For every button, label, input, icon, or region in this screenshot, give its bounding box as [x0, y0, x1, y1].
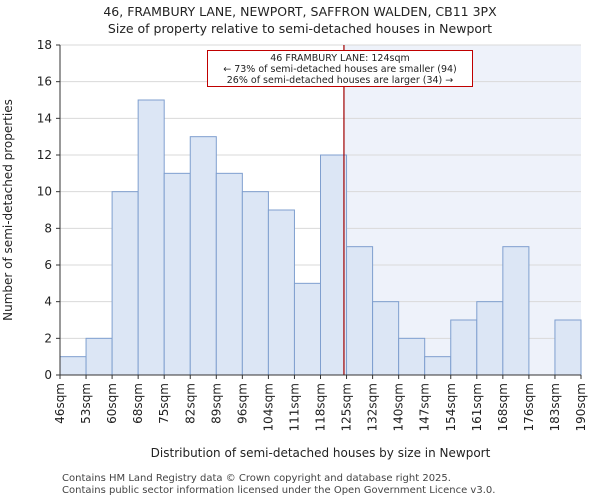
annotation-line-1: 46 FRAMBURY LANE: 124sqm [270, 53, 410, 64]
annotation-line-2: ← 73% of semi-detached houses are smalle… [223, 64, 457, 75]
y-tick-label: 6 [44, 258, 52, 272]
bar-60sqm [111, 191, 139, 376]
x-tick-label: 68sqm [131, 383, 145, 424]
bar-96sqm [241, 191, 269, 376]
y-tick-label: 0 [44, 368, 52, 382]
x-tick-label: 104sqm [261, 383, 275, 431]
bar-154sqm [450, 319, 478, 376]
x-tick-label: 89sqm [209, 383, 223, 424]
y-tick-label: 4 [44, 295, 52, 309]
bar-111sqm [293, 282, 322, 376]
footer-copyright: Contains HM Land Registry data © Crown c… [62, 473, 451, 484]
bar-147sqm [424, 356, 452, 376]
chart-subtitle: Size of property relative to semi-detach… [107, 21, 493, 36]
x-tick-label: 176sqm [522, 383, 536, 431]
x-tick-label: 125sqm [340, 383, 354, 431]
y-tick-label: 16 [37, 75, 52, 89]
y-axis-title: Number of semi-detached properties [1, 99, 15, 321]
y-tick-label: 2 [44, 331, 52, 345]
x-tick-label: 183sqm [548, 383, 562, 431]
y-tick-label: 12 [37, 148, 52, 162]
bar-161sqm [476, 301, 504, 376]
x-tick-label: 140sqm [392, 383, 406, 431]
x-tick-label: 154sqm [444, 383, 458, 431]
bar-168sqm [502, 246, 530, 376]
footer-licence: Contains public sector information licen… [62, 485, 496, 496]
x-tick-label: 161sqm [470, 383, 484, 431]
x-tick-label: 147sqm [418, 383, 432, 431]
property-annotation: 46 FRAMBURY LANE: 124sqm ← 73% of semi-d… [207, 50, 473, 87]
y-tick-label: 14 [37, 111, 52, 125]
y-tick-label: 10 [37, 185, 52, 199]
x-tick-label: 118sqm [314, 383, 328, 431]
bar-53sqm [85, 337, 113, 376]
bar-118sqm [320, 154, 348, 376]
bar-75sqm [163, 172, 191, 376]
y-tick-label: 18 [37, 38, 52, 52]
annotation-line-3: 26% of semi-detached houses are larger (… [226, 75, 454, 86]
bar-183sqm [554, 319, 582, 376]
x-axis-title: Distribution of semi-detached houses by … [151, 446, 491, 460]
x-tick-label: 46sqm [53, 383, 67, 424]
x-tick-label: 82sqm [183, 383, 197, 424]
x-tick-label: 132sqm [366, 383, 380, 431]
bar-132sqm [372, 301, 400, 376]
bar-89sqm [215, 172, 243, 376]
x-tick-label: 53sqm [79, 383, 93, 424]
chart-title: 46, FRAMBURY LANE, NEWPORT, SAFFRON WALD… [103, 4, 497, 19]
bar-140sqm [398, 337, 426, 376]
x-tick-label: 96sqm [235, 383, 249, 424]
x-tick-label: 111sqm [287, 383, 301, 431]
x-tick-label: 168sqm [496, 383, 510, 431]
y-tick-label: 8 [44, 221, 52, 235]
x-tick-label: 75sqm [157, 383, 171, 424]
x-tick-label: 190sqm [574, 383, 588, 431]
bar-68sqm [137, 99, 165, 376]
bar-125sqm [346, 246, 374, 376]
bar-104sqm [267, 209, 295, 376]
bar-46sqm [59, 356, 87, 376]
x-tick-label: 60sqm [105, 383, 119, 424]
bar-82sqm [189, 136, 217, 376]
